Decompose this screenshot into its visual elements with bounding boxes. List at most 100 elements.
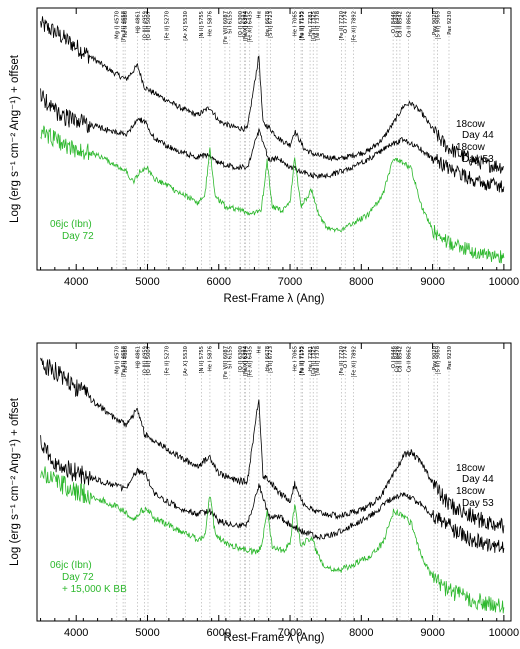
- spectrum-06jc: [40, 125, 505, 264]
- line-label-11: Si I 6155: [228, 346, 234, 369]
- spectrum-18cow-day44: [40, 357, 505, 534]
- line-label-23: [Ca II] 7325: [311, 346, 317, 376]
- line-label-1: [Fe III] 4658: [121, 346, 127, 377]
- line-label-21: [Fe II] 7172: [300, 11, 306, 41]
- line-label-2: He II 4686: [123, 346, 129, 373]
- line-label-31: Ca II 8662: [406, 11, 412, 37]
- line-label-16: Hα: [257, 345, 263, 353]
- line-label-9: He I 5876: [208, 346, 214, 371]
- line-label-8: [N II] 5755: [199, 346, 205, 374]
- line-label-24: [Ni II] 7378: [315, 346, 321, 375]
- line-label-21: [Fe II] 7172: [300, 346, 306, 376]
- line-label-22: He I 7281: [308, 11, 314, 36]
- line-label-0: Mg I] 4570: [115, 11, 121, 39]
- line-label-15: [Fe XI] 6435: [248, 346, 254, 378]
- bottom-annot-bb: + 15,000 K BB: [62, 584, 127, 595]
- top-annot-18cow-44: 18cow: [456, 119, 486, 130]
- line-label-19: He I 7065: [292, 11, 298, 36]
- line-label-1: [Fe III] 4658: [121, 11, 127, 42]
- line-label-4: [O III] 4959: [142, 346, 148, 375]
- line-label-16: Hα: [257, 10, 263, 18]
- line-label-10: [Fe VII] 6087: [223, 11, 229, 44]
- x-tick-label-6: 10000: [489, 276, 520, 288]
- line-label-12: [O I] 6300: [238, 346, 244, 372]
- bottom-x-axis-label: Rest-Frame λ (Ang): [224, 632, 325, 644]
- x-tick-label-3: 7000: [278, 627, 302, 639]
- line-label-15: [Fe XI] 6435: [248, 11, 254, 43]
- line-label-24: [Ni II] 7378: [315, 11, 321, 40]
- spectrum-18cow-day44: [40, 16, 504, 174]
- bottom-annot-18cow-44: 18cow: [456, 463, 486, 474]
- line-label-0: Mg I] 4570: [115, 346, 121, 374]
- line-label-32: Paγ 9020: [432, 346, 438, 370]
- x-tick-label-0: 4000: [64, 627, 88, 639]
- top-annot-day72: Day 72: [62, 231, 94, 242]
- x-tick-label-2: 6000: [207, 276, 231, 288]
- top-line-markers: [116, 8, 450, 270]
- top-series: [40, 16, 505, 264]
- bottom-annot-06jc: 06jc (Ibn): [50, 560, 92, 571]
- line-label-20: [Fe II] 7155: [299, 11, 305, 41]
- line-label-19: He I 7065: [292, 346, 298, 371]
- line-label-29: Ca II 8498: [395, 346, 401, 372]
- line-label-27: [Fe XI] 7892: [351, 346, 357, 378]
- line-label-26: O I 7774: [343, 345, 349, 368]
- line-label-28: O I 8446: [391, 346, 397, 368]
- line-label-18: [S II] 6723: [268, 346, 274, 373]
- spectrum-18cow-day53: [40, 88, 505, 193]
- line-label-30: Ca II 8542: [398, 346, 404, 372]
- bottom-annot-day72: Day 72: [62, 572, 94, 583]
- top-annot-day44: Day 44: [462, 130, 494, 141]
- line-label-10: [Fe VII] 6087: [223, 346, 229, 379]
- line-label-26: O I 7774: [343, 10, 349, 33]
- line-label-8: [N II] 5755: [199, 11, 205, 39]
- top-annot-06jc: 06jc (Ibn): [50, 219, 92, 230]
- line-label-17: He I 6678: [265, 11, 271, 36]
- line-label-27: [Fe XI] 7892: [351, 11, 357, 43]
- line-label-11: Si I 6155: [228, 11, 234, 34]
- top-x-axis-label: Rest-Frame λ (Ang): [224, 293, 325, 305]
- line-label-25: [Fe II] 7720: [339, 11, 345, 41]
- line-label-20: [Fe II] 7155: [299, 346, 305, 376]
- bottom-x-ticks: 4000 5000 6000 7000 8000 9000 10000: [40, 343, 519, 639]
- top-y-axis-label: Log (erg s⁻¹ cm⁻² Ang⁻¹) + offset: [9, 54, 21, 223]
- top-x-ticks: 4000 5000 6000 7000 8000 9000 10000: [40, 8, 520, 288]
- line-label-14: [Fe X] 6374: [243, 345, 249, 376]
- line-label-34: Paε 9230: [447, 346, 453, 370]
- line-label-6: [Fe II] 5270: [165, 346, 171, 376]
- x-tick-label-0: 4000: [64, 276, 88, 288]
- line-label-9: He I 5876: [208, 11, 214, 36]
- bottom-y-axis-label: Log (erg s⁻¹ cm⁻² Ang⁻¹) + offset: [9, 397, 21, 566]
- line-label-3: Hβ 4861: [135, 11, 141, 33]
- x-tick-label-4: 8000: [349, 276, 373, 288]
- line-label-29: Ca II 8498: [395, 11, 401, 37]
- line-label-5: [O III] 5007: [146, 346, 152, 375]
- top-plot-frame: [36, 7, 512, 271]
- bottom-annotations: 18cow Day 44 18cow Day 53 06jc (Ibn) Day…: [50, 463, 494, 595]
- line-label-7: [Ar X] 5530: [183, 11, 189, 41]
- line-label-13: [O I] 6364: [243, 10, 249, 37]
- line-label-30: Ca II 8542: [398, 11, 404, 37]
- top-annot-18cow-53: 18cow: [456, 142, 486, 153]
- line-label-34: Paε 9230: [447, 11, 453, 35]
- line-label-33: [S III] 9069: [435, 11, 441, 39]
- spectrum-18cow-day53: [40, 435, 505, 553]
- line-label-25: [Fe II] 7720: [339, 346, 345, 376]
- bottom-annot-day44: Day 44: [462, 474, 494, 485]
- line-label-13: [O I] 6364: [243, 345, 249, 372]
- line-label-2: He II 4686: [123, 11, 129, 38]
- line-label-12: [O I] 6300: [238, 11, 244, 37]
- x-tick-label-5: 9000: [420, 627, 444, 639]
- line-label-33: [S III] 9069: [435, 346, 441, 374]
- x-tick-label-1: 5000: [135, 627, 159, 639]
- bottom-line-markers: [116, 343, 450, 621]
- line-label-14: [Fe X] 6374: [243, 10, 249, 41]
- x-tick-label-5: 9000: [420, 276, 444, 288]
- bottom-annot-18cow-53: 18cow: [456, 486, 486, 497]
- top-annotations: 18cow Day 44 18cow Day 53 06jc (Ibn) Day…: [50, 119, 494, 242]
- line-label-4: [O III] 4959: [142, 11, 148, 40]
- x-tick-label-4: 8000: [349, 627, 373, 639]
